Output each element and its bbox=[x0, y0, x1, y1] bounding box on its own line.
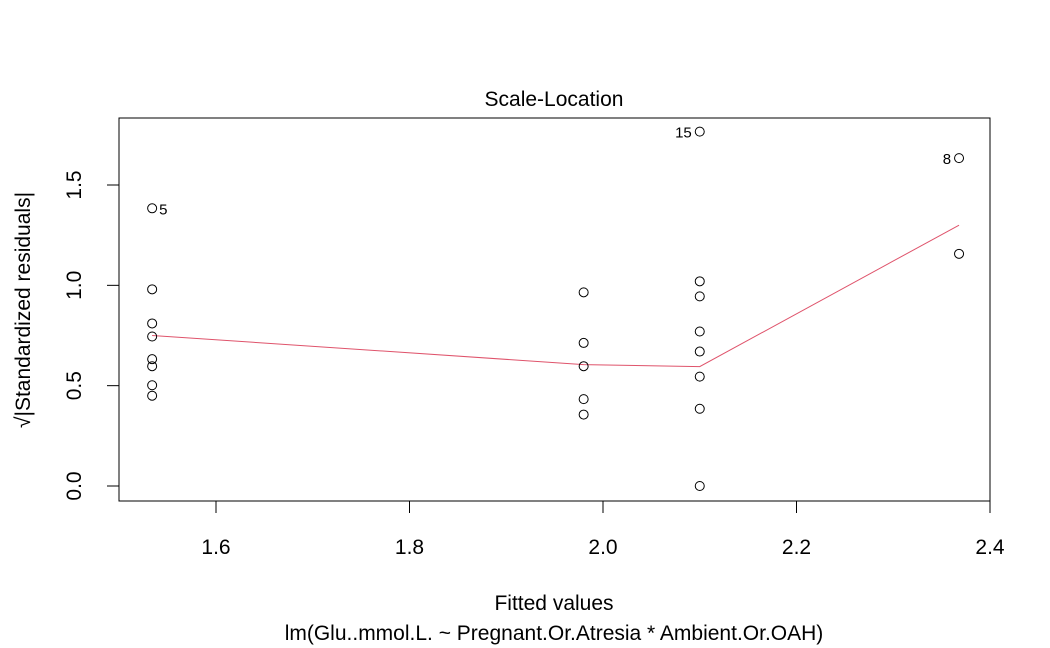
x-tick-label: 2.4 bbox=[975, 536, 1005, 559]
data-point bbox=[578, 287, 589, 298]
point-label: 15 bbox=[675, 125, 692, 142]
data-point bbox=[578, 409, 589, 420]
data-point bbox=[578, 394, 589, 405]
data-point bbox=[694, 276, 705, 287]
data-point bbox=[694, 371, 705, 382]
data-point bbox=[694, 346, 705, 357]
data-point bbox=[147, 331, 158, 342]
point-label: 8 bbox=[943, 151, 951, 168]
data-point bbox=[694, 403, 705, 414]
data-point bbox=[147, 361, 158, 372]
plot-frame bbox=[118, 117, 991, 502]
y-axis: 0.0 0.5 1.0 1.5 bbox=[63, 170, 120, 501]
x-tick-label: 1.6 bbox=[201, 536, 230, 559]
data-point bbox=[694, 291, 705, 302]
data-point bbox=[147, 390, 158, 401]
y-tick-label: 1.0 bbox=[63, 271, 86, 300]
data-point bbox=[147, 354, 158, 365]
point-label: 5 bbox=[159, 201, 167, 218]
data-point bbox=[147, 318, 158, 329]
x-tick-label: 1.8 bbox=[395, 536, 424, 559]
x-tick-label: 2.2 bbox=[782, 536, 811, 559]
data-point bbox=[694, 326, 705, 337]
y-tick-label: 1.5 bbox=[63, 170, 86, 199]
y-axis-label: √|Standardized residuals| bbox=[12, 192, 35, 428]
points-layer: 5 15 8 bbox=[147, 125, 965, 491]
data-point bbox=[694, 481, 705, 491]
x-axis: 1.6 1.8 2.0 2.2 2.4 bbox=[201, 500, 1005, 559]
data-point bbox=[578, 361, 589, 372]
data-point bbox=[694, 126, 705, 137]
data-point bbox=[954, 153, 965, 164]
data-point bbox=[578, 337, 589, 348]
y-tick-label: 0.5 bbox=[63, 371, 86, 400]
y-tick-label: 0.0 bbox=[63, 471, 86, 500]
chart-subtitle: lm(Glu..mmol.L. ~ Pregnant.Or.Atresia * … bbox=[285, 622, 824, 645]
chart-title: Scale-Location bbox=[485, 88, 624, 111]
data-point bbox=[147, 203, 158, 214]
x-axis-label: Fitted values bbox=[494, 592, 613, 615]
data-point bbox=[147, 380, 158, 391]
data-point bbox=[954, 248, 965, 259]
smoother-layer bbox=[152, 224, 960, 368]
x-tick-label: 2.0 bbox=[588, 536, 617, 559]
data-point bbox=[147, 284, 158, 295]
smoother-line bbox=[152, 224, 960, 368]
